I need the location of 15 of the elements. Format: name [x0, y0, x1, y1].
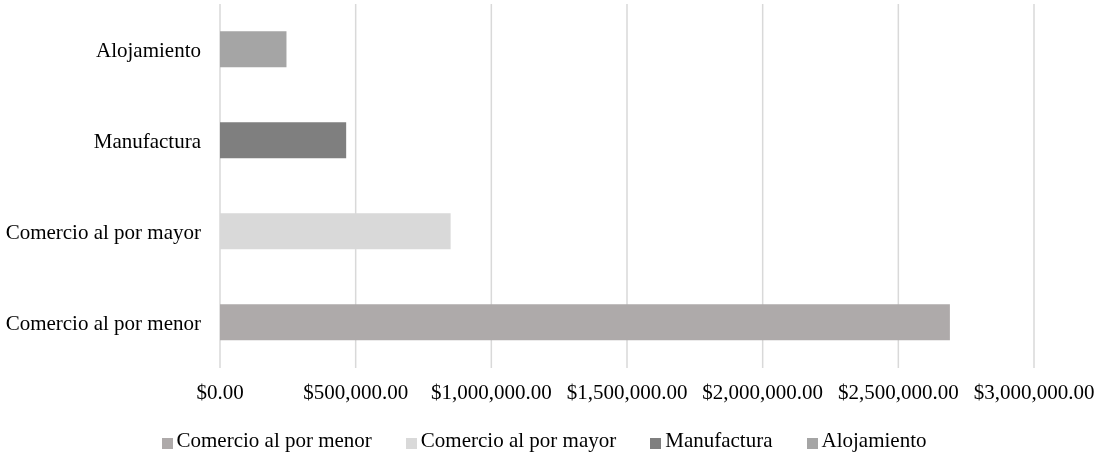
- y-tick-label: Manufactura: [93, 128, 202, 153]
- legend-label: Comercio al por menor: [176, 428, 372, 452]
- y-tick-label: Comercio al por menor: [5, 310, 201, 335]
- x-tick-label: $2,000,000.00: [702, 379, 824, 404]
- legend-label: Manufactura: [665, 428, 773, 452]
- x-tick-label: $0.00: [196, 379, 244, 404]
- x-tick-label: $1,000,000.00: [430, 379, 552, 404]
- legend-label: Alojamiento: [821, 428, 927, 452]
- x-tick-label: $2,500,000.00: [837, 379, 959, 404]
- y-tick-label: Alojamiento: [96, 37, 201, 62]
- x-tick-label: $3,000,000.00: [973, 379, 1094, 404]
- x-tick-label: $500,000.00: [303, 379, 409, 404]
- x-tick-label: $1,500,000.00: [566, 379, 688, 404]
- legend-label: Comercio al por mayor: [420, 428, 617, 452]
- y-tick-label: Comercio al por mayor: [5, 219, 201, 244]
